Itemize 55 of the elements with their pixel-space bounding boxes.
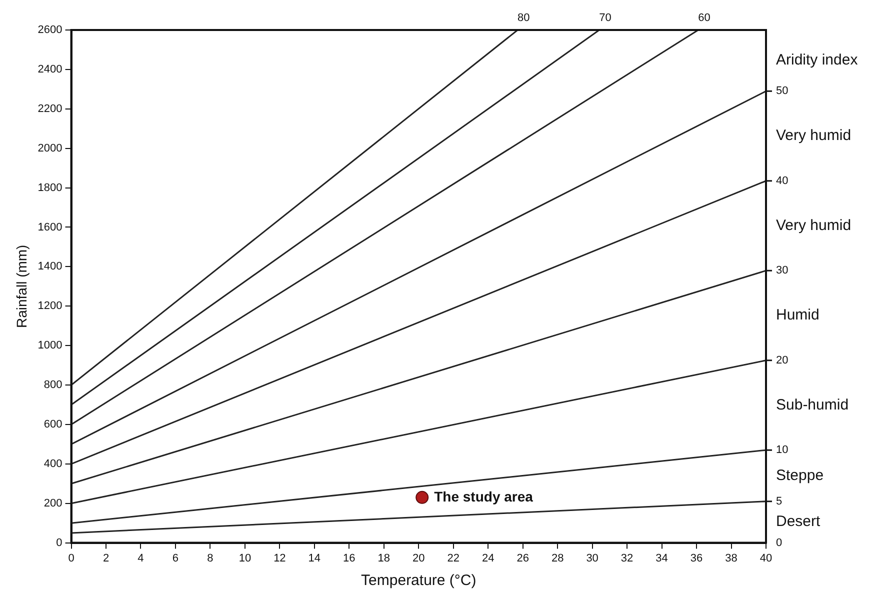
y-tick-label: 1600 xyxy=(38,221,62,234)
x-tick-label: 34 xyxy=(656,552,668,564)
y-tick-label: 2400 xyxy=(38,63,62,76)
x-tick-label: 4 xyxy=(138,552,144,564)
y-axis-title: Rainfall (mm) xyxy=(13,244,30,328)
text: 0 xyxy=(776,536,782,549)
x-tick-label: 38 xyxy=(725,552,738,564)
series-label: 30 xyxy=(776,264,788,277)
x-tick-label: 14 xyxy=(308,552,321,564)
x-tick-label: 6 xyxy=(172,552,179,564)
series-label: 80 xyxy=(518,12,530,24)
x-tick-label: 16 xyxy=(343,552,356,564)
x-tick-label: 12 xyxy=(274,552,286,564)
text: Very humid xyxy=(776,127,852,144)
text: Humid xyxy=(776,306,820,324)
series-label: 40 xyxy=(776,174,788,187)
y-tick-label: 1400 xyxy=(38,260,62,273)
x-tick-label: 36 xyxy=(690,552,703,564)
text: Steppe xyxy=(776,466,824,484)
x-tick-label: 8 xyxy=(207,552,214,564)
y-tick-label: 200 xyxy=(44,497,62,510)
x-tick-label: 2 xyxy=(102,552,110,564)
series-label: 10 xyxy=(776,444,788,456)
series-label: 50 xyxy=(776,85,788,98)
y-tick-label: 800 xyxy=(44,379,62,392)
x-tick-label: 20 xyxy=(412,552,425,564)
y-tick-label: 2000 xyxy=(38,142,62,154)
x-tick-label: 18 xyxy=(378,552,390,564)
x-tick-label: 26 xyxy=(516,552,529,564)
y-tick-label: 400 xyxy=(44,458,62,470)
text: Sub-humid xyxy=(776,396,849,414)
x-tick-label: 22 xyxy=(447,552,460,564)
text: Very humid xyxy=(776,216,852,234)
y-tick-label: 600 xyxy=(44,418,62,430)
y-tick-label: 2200 xyxy=(38,102,62,115)
x-tick-label: 32 xyxy=(620,552,634,564)
x-tick-label: 30 xyxy=(586,552,598,564)
y-tick-label: 1000 xyxy=(38,340,62,352)
y-tick-label: 0 xyxy=(56,536,62,549)
x-tick-label: 10 xyxy=(238,552,252,564)
y-tick-label: 1200 xyxy=(38,300,62,312)
y-tick-label: 1800 xyxy=(38,182,62,194)
text: Aridity index xyxy=(776,52,858,69)
x-tick-label: 40 xyxy=(760,552,772,564)
series-label: The study area xyxy=(434,488,534,504)
x-tick-label: 0 xyxy=(68,552,74,564)
x-tick-label: 28 xyxy=(551,552,564,564)
series-label: 60 xyxy=(698,12,710,24)
y-tick-label: 2600 xyxy=(38,24,62,36)
x-tick-label: 24 xyxy=(482,552,494,564)
series-label: 70 xyxy=(599,12,612,24)
x-axis-title: Temperature (°C) xyxy=(361,572,476,590)
text: Desert xyxy=(776,513,822,530)
series-label: 5 xyxy=(776,495,782,508)
series-label: 20 xyxy=(776,354,788,366)
